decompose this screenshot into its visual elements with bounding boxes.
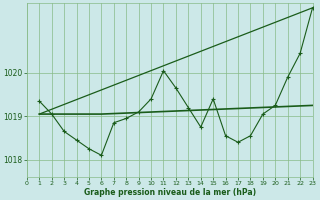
- X-axis label: Graphe pression niveau de la mer (hPa): Graphe pression niveau de la mer (hPa): [84, 188, 256, 197]
